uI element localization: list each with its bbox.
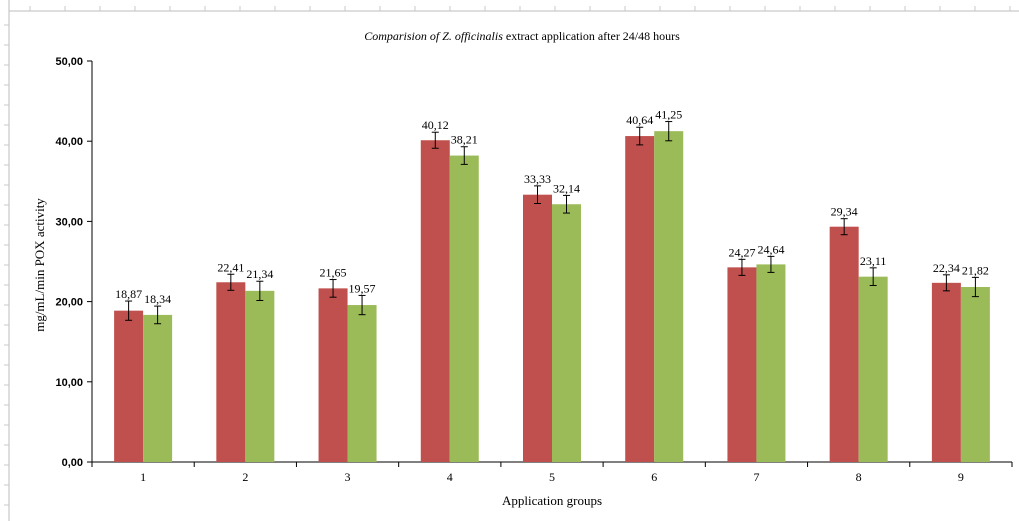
bar: [829, 226, 859, 462]
bar: [858, 276, 888, 462]
bar: [523, 194, 552, 462]
data-label: 22,41: [217, 260, 244, 274]
y-axis-title: mg/mL/min POX activity: [32, 198, 47, 332]
x-tick-label: 2: [242, 470, 248, 484]
y-tick-label: 40,00: [55, 136, 83, 148]
bar: [449, 155, 479, 463]
x-tick-label: 6: [651, 470, 657, 484]
data-label: 33,33: [524, 172, 551, 186]
y-tick-label: 50,00: [55, 56, 83, 68]
x-tick-label: 4: [447, 470, 453, 484]
data-label: 40,12: [422, 118, 449, 132]
data-label: 21,82: [962, 263, 989, 277]
chart-frame: [4, 0, 1019, 521]
x-tick-label: 9: [958, 470, 964, 484]
x-tick-label: 1: [140, 470, 146, 484]
x-axis-title: Application groups: [502, 493, 602, 508]
data-label: 41,25: [655, 108, 682, 122]
bar: [143, 314, 173, 462]
data-label: 38,21: [451, 133, 478, 147]
bar: [245, 290, 275, 462]
data-label: 32,14: [553, 181, 580, 195]
data-label: 24,64: [757, 242, 784, 256]
chart-title-rest: extract application after 24/48 hours: [503, 29, 680, 43]
bar: [931, 282, 961, 462]
data-label: 21,65: [320, 266, 347, 280]
bar: [756, 264, 786, 462]
y-tick-label: 20,00: [55, 297, 83, 309]
data-label: 24,27: [728, 245, 755, 259]
y-tick-label: 0,00: [62, 457, 83, 469]
y-axis: 0,00 10,00 20,00 30,00 40,00 50,00: [55, 56, 93, 469]
data-label: 19,57: [349, 281, 376, 295]
chart-title: Comparision of Z. officinalis extract ap…: [364, 29, 680, 43]
bars-group: [114, 131, 990, 463]
y-tick-label: 10,00: [55, 377, 83, 389]
x-tick-label: 5: [549, 470, 555, 484]
bar: [420, 140, 450, 462]
x-tick-label: 8: [856, 470, 862, 484]
data-label: 18,34: [144, 292, 171, 306]
bar: [552, 204, 581, 463]
bar: [625, 136, 655, 462]
y-tick-label: 30,00: [55, 216, 83, 228]
x-tick-label: 3: [345, 470, 351, 484]
data-label: 40,64: [626, 113, 653, 127]
chart-title-italic: Comparision of Z. officinalis: [364, 29, 503, 43]
x-tick-label: 7: [753, 470, 759, 484]
bar: [727, 267, 757, 462]
bar: [318, 288, 348, 462]
data-label: 21,34: [246, 267, 273, 281]
bar: [654, 131, 684, 463]
data-label: 23,11: [860, 254, 887, 268]
x-axis: 1 2 3 4 5 6 7 8 9: [91, 461, 1013, 484]
error-bars-group: [125, 121, 979, 325]
data-label: 29,34: [831, 205, 858, 219]
data-label: 22,34: [933, 261, 960, 275]
bar: [960, 287, 990, 462]
bar: [347, 305, 377, 462]
bar: [216, 282, 246, 462]
data-label: 18,87: [115, 287, 142, 301]
bar: [114, 310, 144, 462]
